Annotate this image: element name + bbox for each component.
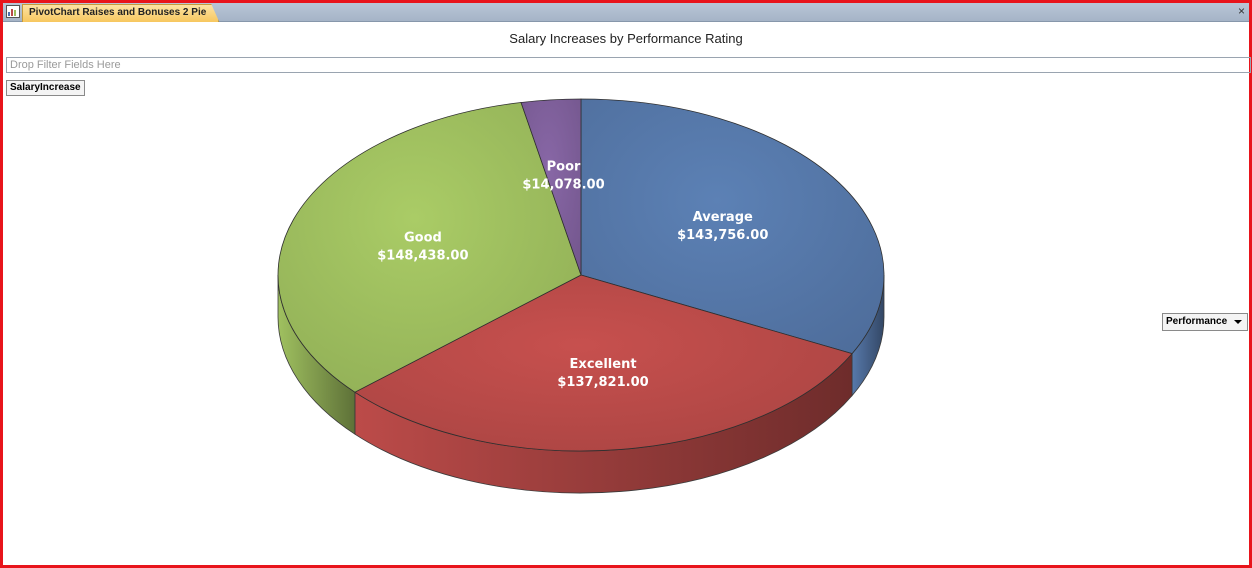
dropdown-arrow-icon [1234, 320, 1243, 324]
data-field-button[interactable]: SalaryIncrease [6, 80, 85, 96]
pie-label-value-average: $143,756.00 [677, 228, 768, 243]
pie-label-value-excellent: $137,821.00 [557, 375, 648, 390]
close-icon[interactable]: × [1237, 4, 1245, 18]
pie-slice-good[interactable] [277, 102, 582, 393]
pie-label-name-average: Average [693, 210, 753, 225]
pie-label-name-good: Good [404, 230, 442, 245]
pie-label-value-poor: $14,078.00 [522, 177, 604, 192]
pie-label-value-good: $148,438.00 [377, 248, 468, 263]
pie-slices [277, 98, 885, 452]
series-field-label: Performance [1166, 316, 1228, 327]
filter-drop-zone[interactable]: Drop Filter Fields Here [6, 57, 1251, 73]
pie-slice-excellent[interactable] [354, 274, 853, 452]
pie-data-labels: Average $143,756.00 Excellent $137,821.00 Go… [377, 159, 768, 390]
pivotchart-object-icon [6, 5, 20, 18]
pie-label-name-poor: Poor [547, 159, 581, 174]
chart-title: Salary Increases by Performance Rating [509, 31, 743, 46]
series-field-dropdown[interactable]: Performance [1162, 313, 1249, 331]
document-tab-strip: PivotChart Raises and Bonuses 2 Pie × [3, 3, 1249, 22]
pie-label-name-excellent: Excellent [570, 357, 637, 372]
pie-slice-average[interactable] [580, 98, 885, 355]
pie-slice-poor[interactable] [520, 98, 582, 276]
